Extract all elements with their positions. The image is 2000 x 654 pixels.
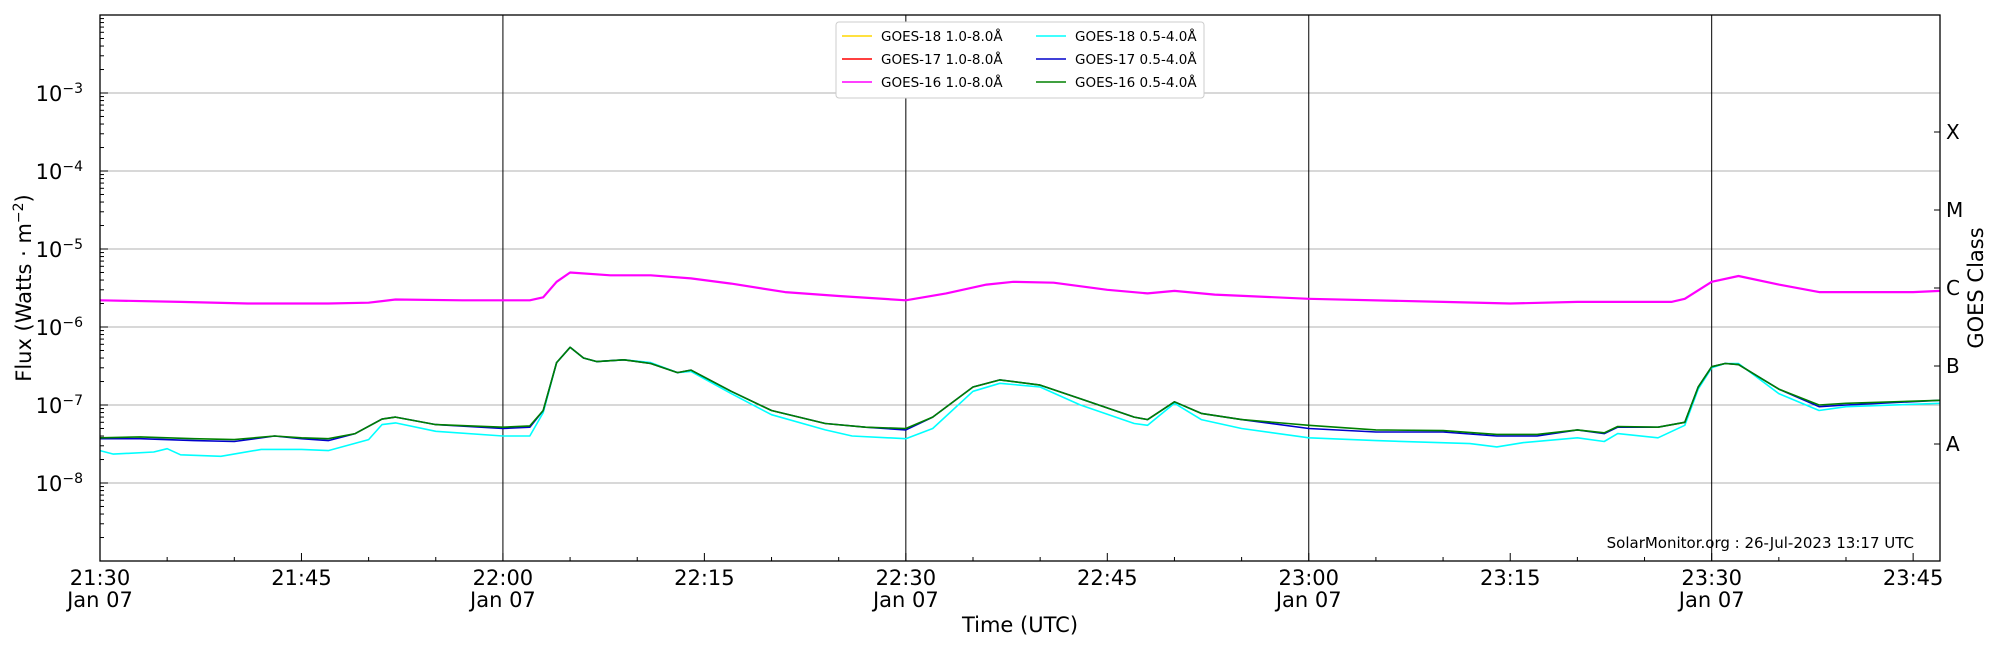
y-tick-exponent: −3	[62, 81, 83, 97]
legend-entry-label: GOES-17 0.5-4.0Å	[1075, 51, 1197, 68]
y-tick-label: 10−8	[36, 471, 83, 496]
y-tick-exponent: −7	[62, 393, 83, 409]
x-tick-label: 22:00	[473, 566, 534, 590]
y-tick-base: 10	[36, 394, 63, 418]
series-line	[100, 346, 1941, 443]
y-tick-base: 10	[36, 82, 63, 106]
y-tick-label: 10−7	[36, 393, 83, 418]
y-axis-label-exponent: −2	[11, 202, 27, 223]
goes-class-label: M	[1946, 198, 1963, 222]
y-tick-label: 10−3	[36, 81, 83, 106]
y-tick-base: 10	[36, 472, 63, 496]
goes-class-label: A	[1946, 432, 1960, 456]
series-layer	[99, 271, 1941, 458]
x-tick-label: 22:30	[876, 566, 937, 590]
legend-entry-label: GOES-17 1.0-8.0Å	[881, 51, 1003, 68]
y-tick-exponent: −4	[62, 159, 83, 175]
x-tick-label: 21:30	[70, 566, 131, 590]
x-tick-date-label: Jan 07	[1677, 588, 1745, 612]
y-tick-exponent: −6	[62, 315, 83, 331]
grid-layer	[100, 92, 1940, 484]
y-axis-label-close: )	[12, 194, 36, 202]
legend-box	[835, 21, 1205, 99]
y-tick-base: 10	[36, 316, 63, 340]
x-tick-date-label: Jan 07	[871, 588, 939, 612]
legend-entry-label: GOES-16 1.0-8.0Å	[881, 74, 1003, 91]
goes-class-label: X	[1946, 120, 1960, 144]
goes-class-label: B	[1946, 354, 1960, 378]
y-tick-exponent: −8	[62, 471, 83, 487]
x-tick-label: 22:15	[674, 566, 735, 590]
y-tick-label: 10−4	[36, 159, 83, 184]
y-tick-label: 10−6	[36, 315, 83, 340]
y-tick-base: 10	[36, 238, 63, 262]
label-layer: Time (UTC) Flux (Watts · m−2) GOES Class…	[11, 81, 1988, 637]
legend: GOES-18 1.0-8.0Å GOES-17 1.0-8.0Å GOES-16 …	[835, 21, 1205, 99]
x-tick-label: 22:45	[1077, 566, 1138, 590]
credit-text: SolarMonitor.org : 26-Jul-2023 13:17 UTC	[1607, 534, 1914, 552]
x-tick-date-label: Jan 07	[65, 588, 133, 612]
series-line	[99, 346, 1941, 441]
vertical-lines-layer	[502, 15, 1713, 561]
series-line	[99, 271, 1941, 305]
series-line	[99, 346, 1941, 458]
x-tick-label: 23:45	[1883, 566, 1944, 590]
legend-entry-label: GOES-18 0.5-4.0Å	[1075, 28, 1197, 45]
x-tick-label: 23:30	[1681, 566, 1742, 590]
x-tick-date-label: Jan 07	[1274, 588, 1342, 612]
y-tick-label: 10−5	[36, 237, 83, 262]
y-axis-label-main: Flux (Watts · m	[12, 223, 36, 382]
x-tick-label: 23:15	[1480, 566, 1541, 590]
x-tick-label: 21:45	[271, 566, 332, 590]
y-axis-label: Flux (Watts · m−2)	[11, 194, 36, 382]
legend-entry-label: GOES-18 1.0-8.0Å	[881, 28, 1003, 45]
goes-class-axis-label: GOES Class	[1964, 227, 1988, 348]
y-tick-exponent: −5	[62, 237, 83, 253]
goes-class-label: C	[1946, 276, 1960, 300]
tick-layer	[99, 18, 1940, 561]
legend-entry-label: GOES-16 0.5-4.0Å	[1075, 74, 1197, 91]
x-axis-label: Time (UTC)	[961, 613, 1078, 637]
x-tick-label: 23:00	[1278, 566, 1339, 590]
y-tick-base: 10	[36, 160, 63, 184]
x-tick-date-label: Jan 07	[468, 588, 536, 612]
